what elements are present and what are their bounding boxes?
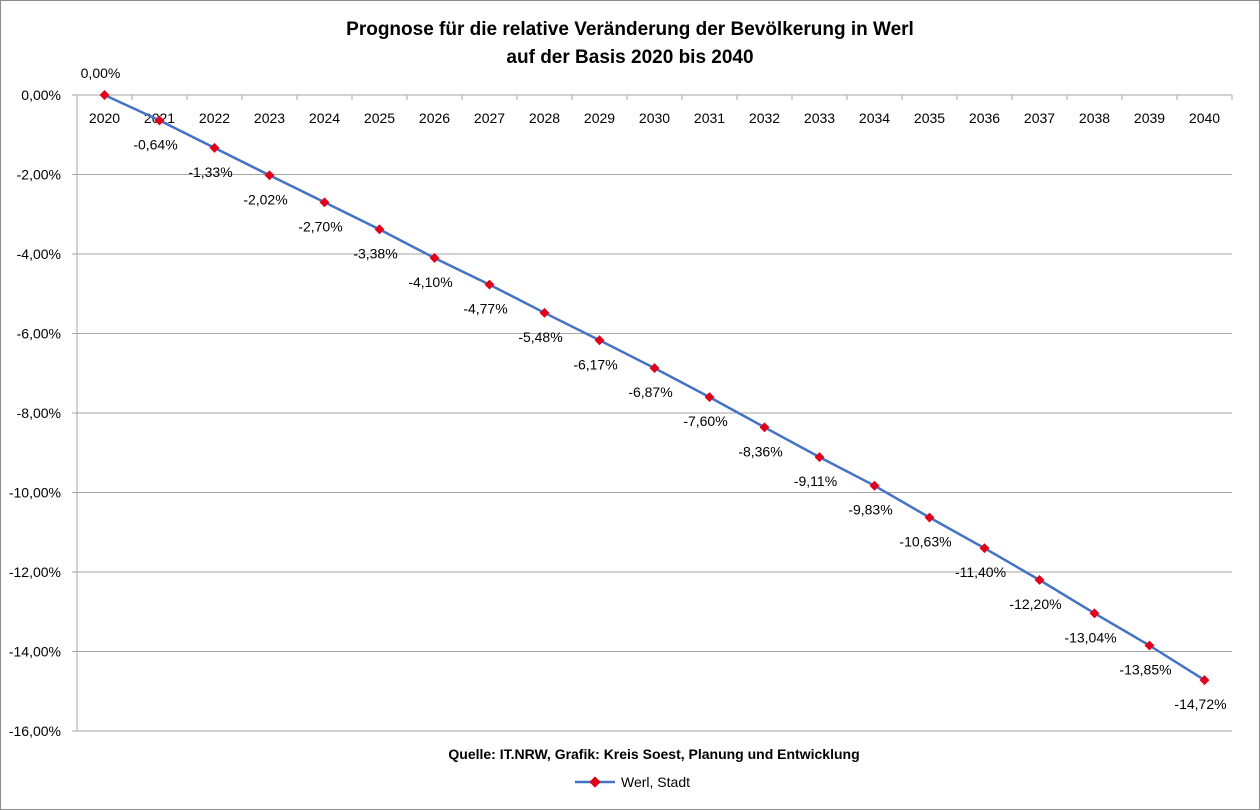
x-tick-label: 2036 [969, 110, 1000, 126]
data-point [484, 279, 495, 290]
data-label: -0,64% [133, 136, 177, 152]
data-point [264, 170, 275, 181]
data-label: -4,10% [408, 274, 452, 290]
data-point [979, 543, 990, 554]
x-tick-label: 2024 [309, 110, 340, 126]
data-point [649, 363, 660, 374]
data-point [1089, 608, 1100, 619]
x-tick-label: 2031 [694, 110, 725, 126]
x-tick-label: 2040 [1189, 110, 1220, 126]
data-point [319, 197, 330, 208]
data-point [1144, 640, 1155, 651]
x-tick-label: 2033 [804, 110, 835, 126]
data-point [1199, 675, 1210, 686]
gridlines [77, 174, 1232, 732]
y-tick-label: -10,00% [9, 485, 61, 501]
data-label: -9,83% [848, 502, 892, 518]
data-label: -9,11% [794, 473, 837, 489]
x-tick-label: 2030 [639, 110, 670, 126]
chart-title-line-1: Prognose für die relative Veränderung de… [346, 19, 914, 40]
x-tick-label: 2025 [364, 110, 395, 126]
data-label: -7,60% [683, 413, 727, 429]
data-label: -11,40% [955, 564, 1006, 580]
source-note: Quelle: IT.NRW, Grafik: Kreis Soest, Pla… [448, 746, 860, 762]
data-point [759, 422, 770, 433]
data-point [154, 115, 165, 126]
data-label: -13,85% [1119, 662, 1171, 678]
data-point [209, 142, 220, 153]
y-tick-label: -8,00% [17, 405, 61, 421]
x-tick-label: 2039 [1134, 110, 1165, 126]
x-tick-label: 2022 [199, 110, 230, 126]
x-tick-label: 2034 [859, 110, 890, 126]
data-label: -3,38% [353, 245, 397, 261]
data-label: -8,36% [738, 443, 782, 459]
y-tick-label: -12,00% [9, 564, 61, 580]
data-labels: 0,00% -0,64% -1,33% -2,02% -2,70% -3,38% -4,10… [81, 65, 1227, 712]
data-label: -2,02% [243, 191, 287, 207]
data-label: -14,72% [1174, 696, 1226, 712]
data-label: -4,77% [463, 301, 507, 317]
data-label: -6,87% [628, 384, 672, 400]
series-markers [99, 90, 1210, 686]
y-tick-label: -4,00% [17, 246, 61, 262]
data-label: -1,33% [188, 164, 232, 180]
y-tick-label: -16,00% [9, 723, 61, 739]
data-label: -6,17% [573, 356, 617, 372]
x-tick-label: 2023 [254, 110, 285, 126]
data-point [869, 480, 880, 491]
x-tick-label: 2029 [584, 110, 615, 126]
y-tick-label: -2,00% [17, 167, 61, 183]
data-label: -10,63% [899, 534, 951, 550]
data-label: 0,00% [81, 65, 121, 81]
x-tick-label: 2037 [1024, 110, 1055, 126]
data-point [594, 335, 605, 346]
data-label: -13,04% [1064, 629, 1116, 645]
data-point [374, 224, 385, 235]
data-point [924, 512, 935, 523]
x-tick-label: 2035 [914, 110, 945, 126]
chart-title-line-2: auf der Basis 2020 bis 2040 [506, 47, 754, 68]
legend-label: Werl, Stadt [621, 774, 690, 790]
axes: 0,00% -2,00% -4,00% -6,00% -8,00% -10,00% -12,… [9, 87, 1233, 739]
data-point [814, 452, 825, 463]
y-tick-label: 0,00% [21, 87, 61, 103]
x-tick-label: 2028 [529, 110, 560, 126]
x-tick-label: 2020 [89, 110, 120, 126]
data-label: -2,70% [298, 218, 342, 234]
data-point [429, 253, 440, 263]
legend: Werl, Stadt [573, 772, 690, 792]
data-label: -5,48% [518, 329, 562, 345]
x-tick-label: 2038 [1079, 110, 1110, 126]
data-point [1034, 575, 1045, 585]
data-point [539, 307, 550, 318]
y-tick-label: -6,00% [17, 326, 61, 342]
legend-line-marker-icon [575, 776, 615, 788]
data-point [704, 392, 715, 403]
data-point [99, 90, 110, 100]
x-tick-label: 2026 [419, 110, 450, 126]
data-label: -12,20% [1009, 596, 1061, 612]
x-tick-label: 2032 [749, 110, 780, 126]
chart-title: Prognose für die relative Veränderung de… [0, 16, 1260, 72]
y-tick-label: -14,00% [9, 644, 61, 660]
x-tick-label: 2027 [474, 110, 505, 126]
